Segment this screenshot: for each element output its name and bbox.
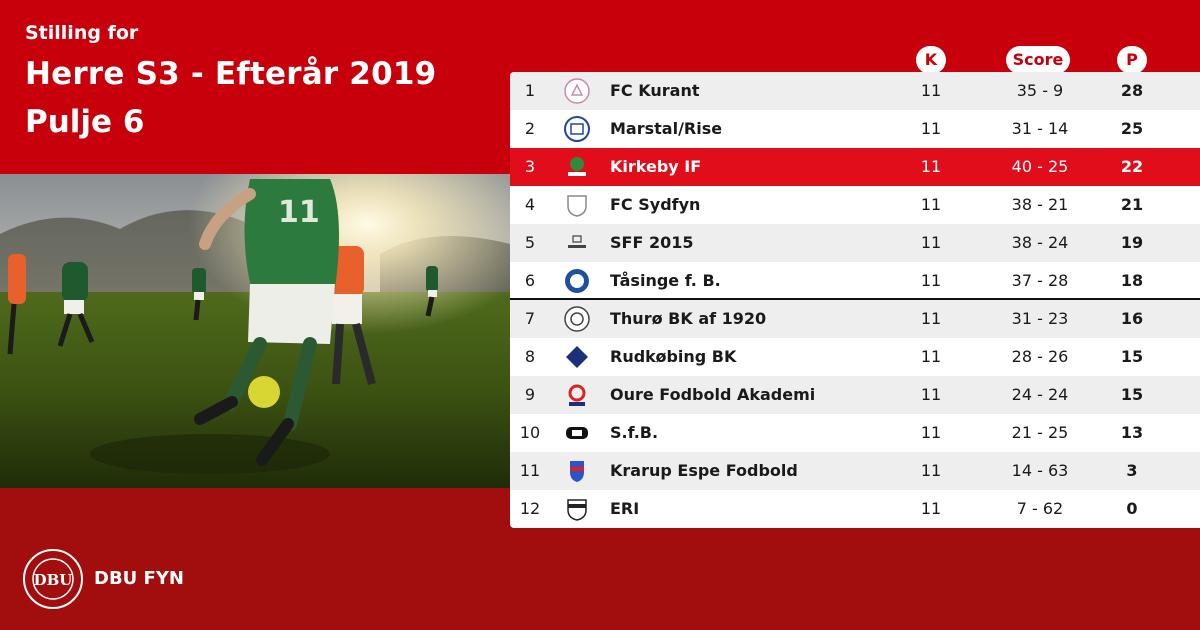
table-row: 12 ERI 11 7 - 62 0 [510, 490, 1200, 528]
team-crest-icon [564, 192, 590, 218]
table-row: 4 FC Sydfyn 11 38 - 21 21 [510, 186, 1200, 224]
column-header-k: K [916, 46, 946, 74]
team-name: SFF 2015 [610, 233, 694, 252]
points: 18 [1120, 271, 1144, 290]
points: 19 [1120, 233, 1144, 252]
goal-score: 7 - 62 [1016, 499, 1064, 518]
points: 13 [1120, 423, 1144, 442]
matches-played: 11 [920, 233, 942, 252]
matches-played: 11 [920, 347, 942, 366]
table-row-highlighted: 3 Kirkeby IF 11 40 - 25 22 [510, 148, 1200, 186]
team-name: Marstal/Rise [610, 119, 723, 138]
table-row: 9 Oure Fodbold Akademi 11 24 - 24 15 [510, 376, 1200, 414]
header: Stilling for Herre S3 - Efterår 2019 Pul… [0, 0, 510, 174]
team-name: FC Kurant [610, 81, 700, 100]
logo-text: DBU [34, 571, 73, 589]
points: 16 [1120, 309, 1144, 328]
team-name: FC Sydfyn [610, 195, 701, 214]
team-crest-icon [564, 230, 590, 256]
points: 15 [1120, 385, 1144, 404]
points: 28 [1120, 81, 1144, 100]
matches-played: 11 [920, 81, 942, 100]
table-row: 7 Thurø BK af 1920 11 31 - 23 16 [510, 300, 1200, 338]
team-name: S.f.B. [610, 423, 659, 442]
football-photo: 11 [0, 174, 510, 488]
points: 3 [1126, 461, 1138, 480]
row-position: 6 [524, 271, 536, 290]
row-position: 8 [524, 347, 536, 366]
goal-score: 24 - 24 [1011, 385, 1069, 404]
row-position: 1 [524, 81, 536, 100]
table-row: 8 Rudkøbing BK 11 28 - 26 15 [510, 338, 1200, 376]
goal-score: 31 - 23 [1011, 309, 1069, 328]
table-row: 11 Krarup Espe Fodbold 11 14 - 63 3 [510, 452, 1200, 490]
team-name: Krarup Espe Fodbold [610, 461, 798, 480]
matches-played: 11 [920, 119, 942, 138]
row-position: 10 [519, 423, 541, 442]
column-header-p: P [1117, 46, 1147, 74]
points: 25 [1120, 119, 1144, 138]
matches-played: 11 [920, 309, 942, 328]
team-crest-icon [564, 420, 590, 446]
matches-played: 11 [920, 423, 942, 442]
team-crest-icon [564, 306, 590, 332]
points: 22 [1120, 157, 1144, 176]
team-crest-icon [564, 382, 590, 408]
row-position: 12 [519, 499, 541, 518]
goal-score: 28 - 26 [1011, 347, 1069, 366]
promotion-divider [510, 298, 1200, 300]
subtitle: Stilling for [25, 22, 139, 44]
team-name: Thurø BK af 1920 [610, 309, 767, 328]
goal-score: 38 - 21 [1011, 195, 1069, 214]
team-crest-icon [564, 344, 590, 370]
team-name: Kirkeby IF [610, 157, 702, 176]
matches-played: 11 [920, 271, 942, 290]
team-name: ERI [610, 499, 640, 518]
standings-table: 1 FC Kurant 11 35 - 9 28 2 Marstal/Rise … [510, 72, 1200, 528]
points: 21 [1120, 195, 1144, 214]
matches-played: 11 [920, 385, 942, 404]
team-crest-icon [564, 78, 590, 104]
team-crest-icon [564, 458, 590, 484]
team-name: Rudkøbing BK [610, 347, 737, 366]
matches-played: 11 [920, 461, 942, 480]
row-position: 3 [524, 157, 536, 176]
row-position: 9 [524, 385, 536, 404]
goal-score: 37 - 28 [1011, 271, 1069, 290]
goal-score: 35 - 9 [1016, 81, 1064, 100]
brand-name: DBU FYN [94, 568, 184, 589]
goal-score: 40 - 25 [1011, 157, 1069, 176]
svg-text:11: 11 [278, 195, 320, 230]
points: 15 [1120, 347, 1144, 366]
row-position: 2 [524, 119, 536, 138]
table-row: 6 Tåsinge f. B. 11 37 - 28 18 [510, 262, 1200, 300]
points: 0 [1126, 499, 1138, 518]
matches-played: 11 [920, 499, 942, 518]
matches-played: 11 [920, 195, 942, 214]
team-crest-icon [564, 116, 590, 142]
team-name: Tåsinge f. B. [610, 271, 721, 290]
pool-title: Pulje 6 [25, 104, 145, 140]
row-position: 11 [519, 461, 541, 480]
table-row: 5 SFF 2015 11 38 - 24 19 [510, 224, 1200, 262]
team-crest-icon [564, 268, 590, 294]
row-position: 5 [524, 233, 536, 252]
goal-score: 14 - 63 [1011, 461, 1069, 480]
goal-score: 21 - 25 [1011, 423, 1069, 442]
team-crest-icon [564, 154, 590, 180]
team-crest-icon [564, 496, 590, 522]
table-row: 1 FC Kurant 11 35 - 9 28 [510, 72, 1200, 110]
table-row: 2 Marstal/Rise 11 31 - 14 25 [510, 110, 1200, 148]
matches-played: 11 [920, 157, 942, 176]
row-position: 7 [524, 309, 536, 328]
row-position: 4 [524, 195, 536, 214]
dbu-logo: DBU [22, 548, 84, 610]
goal-score: 38 - 24 [1011, 233, 1069, 252]
table-row: 10 S.f.B. 11 21 - 25 13 [510, 414, 1200, 452]
page-title: Herre S3 - Efterår 2019 [25, 56, 437, 92]
team-name: Oure Fodbold Akademi [610, 385, 816, 404]
column-header-score: Score [1006, 46, 1070, 74]
goal-score: 31 - 14 [1011, 119, 1069, 138]
